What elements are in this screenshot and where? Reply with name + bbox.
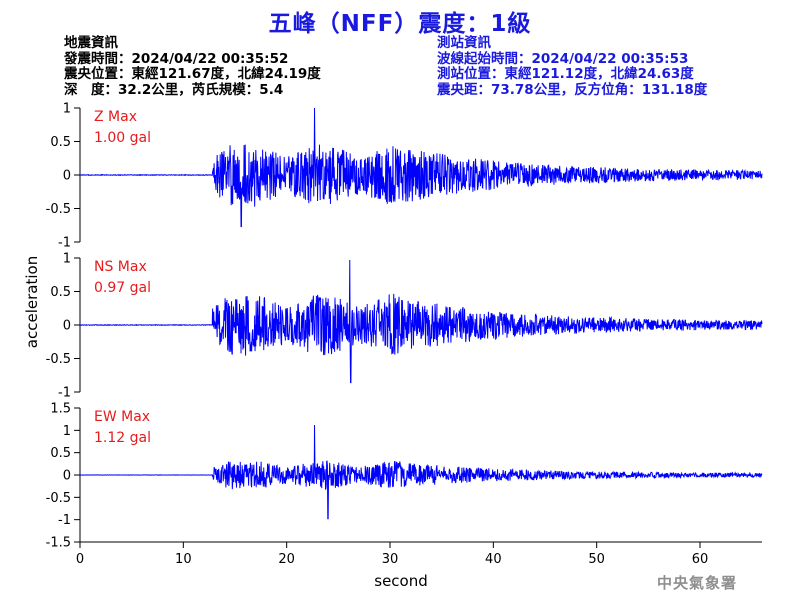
max-value-ns: 0.97 gal bbox=[94, 280, 151, 296]
station-info: 測站資訊 波線起始時間：2024/04/22 00:35:53 測站位置：東經1… bbox=[437, 35, 708, 98]
chart-title: 五峰（NFF）震度：1級 bbox=[268, 11, 532, 37]
station-location: 測站位置：東經121.12度，北緯24.63度 bbox=[437, 66, 694, 82]
max-label-ns: NS Max bbox=[94, 259, 147, 275]
y-tick-label: 1.5 bbox=[50, 402, 71, 417]
max-value-ew: 1.12 gal bbox=[94, 430, 151, 446]
x-tick-label: 10 bbox=[175, 552, 192, 567]
y-tick-label: 0 bbox=[63, 469, 71, 484]
x-tick-label: 0 bbox=[76, 552, 84, 567]
x-tick-label: 60 bbox=[692, 552, 709, 567]
y-tick-label: -0.5 bbox=[46, 352, 71, 367]
waveform-trace-ns bbox=[79, 260, 763, 384]
max-label-z: Z Max bbox=[94, 109, 137, 125]
max-value-z: 1.00 gal bbox=[94, 130, 151, 146]
station-info-heading: 測站資訊 bbox=[437, 35, 491, 51]
y-tick-label: 0.5 bbox=[50, 285, 71, 300]
y-tick-label: -0.5 bbox=[46, 202, 71, 217]
max-label-ew: EW Max bbox=[94, 409, 150, 425]
earthquake-info-heading: 地震資訊 bbox=[64, 35, 118, 51]
waveform-trace-z bbox=[79, 107, 763, 228]
distance-azimuth: 震央距：73.78公里，反方位角：131.18度 bbox=[437, 81, 708, 98]
depth-magnitude: 深 度：32.2公里，芮氏規模：5.4 bbox=[64, 81, 284, 98]
y-tick-label: -0.5 bbox=[46, 491, 71, 506]
y-tick-label: 0.5 bbox=[50, 135, 71, 150]
earthquake-info: 地震資訊 發震時間：2024/04/22 00:35:52 震央位置：東經121… bbox=[64, 35, 321, 98]
agency-watermark: 中央氣象署 bbox=[657, 574, 738, 592]
epicenter-location: 震央位置：東經121.67度，北緯24.19度 bbox=[64, 66, 321, 82]
wave-start-time: 波線起始時間：2024/04/22 00:35:53 bbox=[437, 50, 689, 67]
y-tick-label: -1 bbox=[58, 236, 71, 251]
y-tick-label: -1 bbox=[58, 386, 71, 401]
x-tick-label: 40 bbox=[485, 552, 502, 567]
waveform-trace-ew bbox=[79, 424, 763, 520]
x-tick-label: 20 bbox=[278, 552, 295, 567]
y-tick-label: -1.5 bbox=[46, 536, 71, 551]
x-tick-label: 50 bbox=[588, 552, 605, 567]
y-tick-label: 0 bbox=[63, 319, 71, 334]
origin-time: 發震時間：2024/04/22 00:35:52 bbox=[64, 50, 289, 67]
x-tick-label: 30 bbox=[382, 552, 399, 567]
y-tick-label: 0 bbox=[63, 169, 71, 184]
y-tick-label: 0.5 bbox=[50, 446, 71, 461]
y-axis-label: acceleration bbox=[23, 256, 41, 348]
y-tick-label: -1 bbox=[58, 513, 71, 528]
y-tick-label: 1 bbox=[63, 102, 71, 117]
y-tick-label: 1 bbox=[63, 252, 71, 267]
y-tick-label: 1 bbox=[63, 424, 71, 439]
x-axis-label: second bbox=[374, 572, 428, 590]
